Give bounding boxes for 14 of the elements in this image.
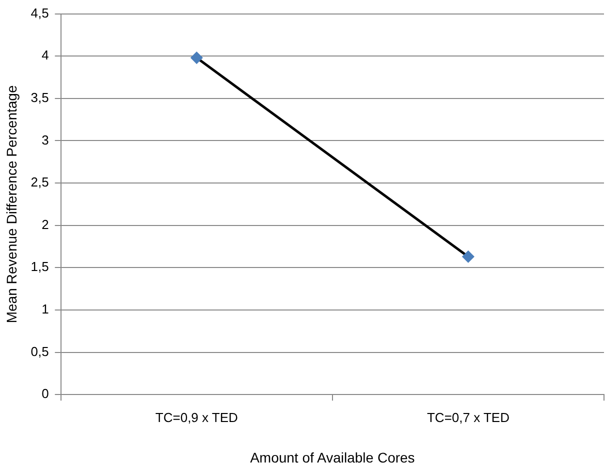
- x-tick-label: TC=0,7 x TED: [426, 410, 510, 425]
- x-axis-title: Amount of Available Cores: [250, 449, 415, 466]
- y-tick-label: 1,5: [30, 259, 49, 274]
- y-tick-label: 2: [42, 216, 49, 232]
- y-tick-label: 1: [42, 302, 49, 317]
- y-tick-label: 0: [42, 386, 49, 402]
- y-tick-label: 3,5: [30, 90, 49, 105]
- x-tick-label: TC=0,9 x TED: [155, 410, 238, 425]
- y-tick-label: 3: [42, 132, 49, 148]
- y-tick-label: 4: [42, 48, 49, 63]
- y-tick-label: 0,5: [30, 344, 49, 359]
- y-tick-label: 2,5: [30, 174, 49, 190]
- y-tick-label: 4,5: [30, 5, 49, 20]
- y-axis-title: Mean Revenue Difference Percentage: [3, 85, 20, 324]
